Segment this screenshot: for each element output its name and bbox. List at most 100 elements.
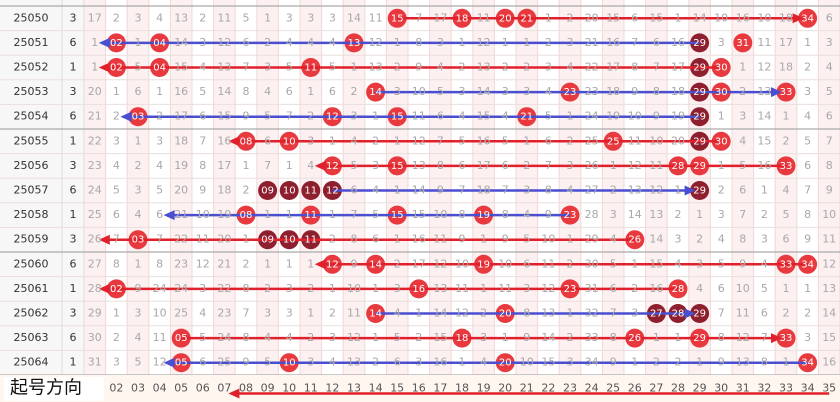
- miss-count: 16: [217, 134, 231, 147]
- miss-count: 16: [757, 159, 771, 172]
- ball-number: 15: [391, 161, 404, 172]
- issue-label: 25050: [14, 11, 49, 24]
- miss-count: 2: [567, 257, 574, 270]
- ball-number: 12: [326, 161, 339, 172]
- ball-number: 30: [715, 63, 728, 74]
- miss-count: 3: [394, 282, 401, 295]
- ball-number: 02: [110, 284, 123, 295]
- footer-number: 34: [801, 382, 815, 395]
- miss-count: 11: [541, 257, 555, 270]
- miss-count: 2: [113, 331, 120, 344]
- footer-number: 22: [541, 382, 555, 395]
- miss-count: 20: [585, 11, 599, 24]
- miss-count: 1: [372, 110, 379, 123]
- miss-count: 4: [718, 233, 725, 246]
- miss-count: 3: [329, 11, 336, 24]
- miss-count: 1: [286, 208, 293, 221]
- footer-number: 14: [369, 382, 383, 395]
- miss-count: 15: [606, 11, 620, 24]
- miss-count: 13: [822, 282, 836, 295]
- footer-number: 16: [412, 382, 426, 395]
- miss-count: 5: [804, 134, 811, 147]
- miss-count: 3: [545, 61, 552, 74]
- issue-label: 25056: [14, 159, 49, 172]
- footer-number: 11: [304, 382, 318, 395]
- issue-label: 25052: [14, 61, 49, 74]
- ball-number: 29: [693, 136, 706, 147]
- miss-count: 19: [217, 208, 231, 221]
- miss-count: 11: [628, 134, 642, 147]
- ball-number: 02: [110, 63, 123, 74]
- miss-count: 9: [415, 61, 422, 74]
- miss-count: 3: [307, 356, 314, 369]
- miss-count: 20: [174, 184, 188, 197]
- miss-count: 12: [736, 331, 750, 344]
- miss-count: 2: [307, 282, 314, 295]
- miss-count: 1: [653, 331, 660, 344]
- miss-count: 6: [156, 208, 163, 221]
- miss-count: 4: [783, 184, 790, 197]
- miss-count: 16: [433, 356, 447, 369]
- miss-count: 1: [783, 356, 790, 369]
- miss-count: 8: [243, 331, 250, 344]
- miss-count: 5: [199, 85, 206, 98]
- footer-number: 33: [779, 382, 793, 395]
- miss-count: 12: [153, 356, 167, 369]
- miss-count: 3: [135, 184, 142, 197]
- miss-count: 4: [372, 184, 379, 197]
- miss-count: 6: [610, 282, 617, 295]
- miss-count: 1: [459, 356, 466, 369]
- miss-count: 3: [826, 36, 833, 49]
- direction-arrow-head: [163, 357, 175, 368]
- miss-count: 13: [433, 282, 447, 295]
- miss-count: 3: [394, 85, 401, 98]
- miss-count: 1: [459, 36, 466, 49]
- direction-arrow-head: [684, 185, 696, 196]
- ball-number: 31: [736, 38, 749, 49]
- miss-count: 2: [675, 356, 682, 369]
- miss-count: 5: [826, 85, 833, 98]
- miss-count: 5: [372, 208, 379, 221]
- ball-number: 25: [607, 136, 620, 147]
- miss-count: 3: [286, 282, 293, 295]
- miss-count: 6: [783, 233, 790, 246]
- miss-count: 3: [415, 356, 422, 369]
- miss-count: 6: [329, 85, 336, 98]
- miss-count: 7: [502, 184, 509, 197]
- miss-count: 2: [351, 85, 358, 98]
- miss-count: 7: [286, 110, 293, 123]
- miss-count: 5: [243, 11, 250, 24]
- miss-count: 13: [628, 184, 642, 197]
- footer-number: 29: [693, 382, 707, 395]
- miss-count: 13: [757, 85, 771, 98]
- miss-count: 12: [822, 257, 836, 270]
- miss-count: 4: [675, 257, 682, 270]
- miss-count: 6: [286, 85, 293, 98]
- footer-number: 21: [520, 382, 534, 395]
- miss-count: 9: [135, 282, 142, 295]
- miss-count: 2: [264, 282, 271, 295]
- miss-count: 21: [174, 208, 188, 221]
- miss-count: 24: [217, 331, 231, 344]
- miss-count: 3: [567, 159, 574, 172]
- miss-count: 4: [826, 61, 833, 74]
- miss-count: 7: [243, 61, 250, 74]
- miss-count: 7: [156, 233, 163, 246]
- miss-count: 9: [243, 356, 250, 369]
- miss-count: 4: [523, 208, 530, 221]
- ball-number: 29: [693, 161, 706, 172]
- miss-count: 10: [196, 208, 210, 221]
- miss-count: 12: [649, 184, 663, 197]
- issue-label: 25064: [14, 356, 49, 369]
- ball-number: 27: [650, 309, 663, 320]
- miss-count: 3: [113, 356, 120, 369]
- miss-count: 11: [347, 307, 361, 320]
- miss-count: 1: [156, 85, 163, 98]
- miss-count: 13: [369, 61, 383, 74]
- ball-number: 33: [780, 161, 793, 172]
- miss-count: 4: [545, 85, 552, 98]
- miss-count: 18: [217, 184, 231, 197]
- miss-count: 2: [415, 331, 422, 344]
- miss-count: 16: [671, 36, 685, 49]
- direction-arrow-head: [98, 283, 110, 294]
